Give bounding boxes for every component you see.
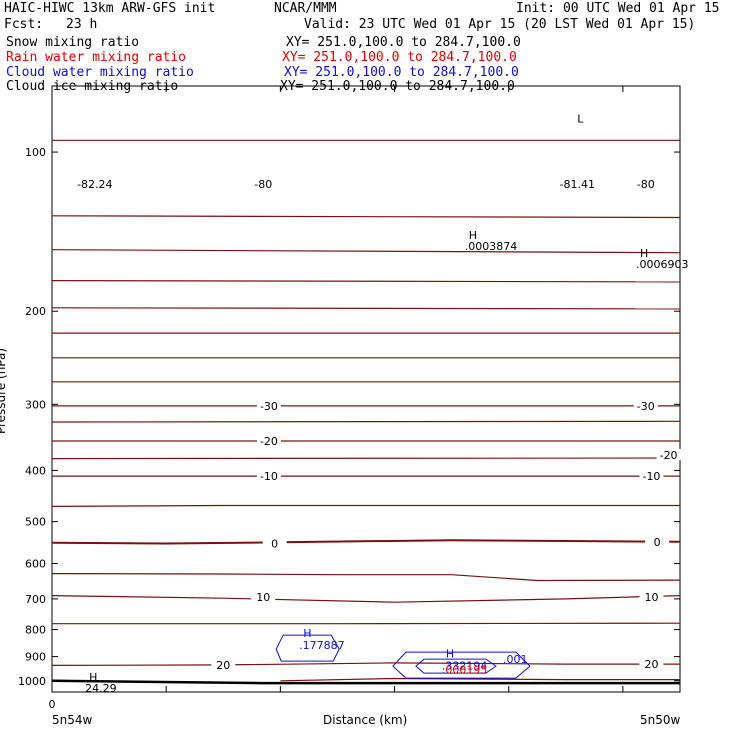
cloud-water-max-value: .332194 (442, 660, 488, 673)
contour-label: 10 (256, 591, 270, 604)
contour-label-bg (633, 399, 658, 411)
contour-label: -20 (260, 435, 278, 448)
contour-label-bg (211, 659, 236, 671)
contour-label-bg (256, 399, 281, 411)
field-rain-name: Rain water mixing ratio (6, 50, 187, 65)
isotherm-line (51, 539, 681, 545)
isotherm-line (51, 457, 681, 460)
y-tick-label: 800 (25, 624, 46, 637)
isotherm-line (51, 662, 680, 667)
field-snow-xy: XY= 251.0,100.0 to 284.7,100.0 (286, 35, 521, 50)
cloud-water-contour (275, 634, 340, 662)
contour-label: 0 (654, 536, 661, 549)
contour-label: -30 (260, 400, 278, 413)
contour-label-bg (256, 470, 281, 482)
contour-label: -81.41 (560, 178, 595, 191)
contour-label: 20 (216, 659, 230, 672)
contour-label: -80 (254, 178, 272, 191)
init-time: Init: 00 UTC Wed 01 Apr 15 (516, 1, 720, 16)
y-tick-label: 1000 (18, 675, 46, 688)
contour-label: -30 (637, 400, 655, 413)
y-tick-label: 100 (25, 146, 46, 159)
y-tick-label: 400 (25, 464, 46, 477)
isotherm-line (51, 249, 681, 254)
contour-label: 10 (644, 591, 658, 604)
isotherm-line (280, 677, 680, 682)
x-end-label-right: 5n50w (640, 713, 681, 727)
extremum-value: 24.29 (85, 682, 117, 695)
extremum-marker: L (577, 113, 584, 126)
fcst-value: 23 h (66, 17, 98, 32)
extremum-marker: H (640, 247, 648, 260)
fcst-label: Fcst: (4, 17, 44, 32)
extremum-value: .0003874 (465, 240, 518, 253)
x-axis-title: Distance (km) (323, 713, 408, 727)
rain-water-max-value: .000195 (442, 663, 488, 676)
temperature-contours (51, 139, 681, 685)
extremum-value: .0006903 (636, 258, 689, 271)
contour-label-bg (639, 658, 664, 670)
terrain-line (51, 679, 680, 685)
cloud-water-max-marker: H (303, 627, 311, 640)
isotherm-line (51, 215, 681, 219)
contour-label: 20 (644, 658, 658, 671)
extremum-marker: H (89, 671, 97, 684)
contour-label: 0 (271, 538, 278, 551)
contour-label-bg (639, 591, 664, 603)
contour-label-bg (633, 178, 658, 190)
y-tick-label: 200 (25, 305, 46, 318)
isotherm-line (51, 504, 680, 507)
contour-labels: -82.24 -80 -81.41 -80-30 -30-20-20-10 -100 010… (77, 113, 688, 695)
x-end-label-left: 5n54w (52, 713, 93, 727)
cloud-water-max-value: .177887 (299, 639, 345, 652)
contour-label: -80 (637, 178, 655, 191)
contour-label-bg (82, 178, 107, 190)
plot-frame (51, 85, 681, 693)
field-snow-name: Snow mixing ratio (6, 35, 140, 50)
contour-label: -82.24 (77, 178, 112, 191)
contour-label-bg (565, 178, 590, 190)
cloud-water-contour-label: .001 (503, 653, 528, 666)
model-title: HAIC-HIWC 13km ARW-GFS init (4, 1, 216, 16)
isotherm-line (51, 572, 681, 582)
x-tick-label: 0 (49, 698, 56, 711)
y-axis-title: Pressure (hPa) (0, 347, 9, 435)
isotherm-line (51, 307, 681, 310)
isotherm-line (52, 622, 681, 625)
contour-label-bg (256, 435, 281, 447)
y-tick-label: 900 (25, 651, 46, 664)
field-cloudwater-name: Cloud water mixing ratio (6, 65, 194, 80)
contour-label-bg (639, 470, 664, 482)
cloud-water-contour (415, 658, 497, 674)
contour-label: -10 (642, 470, 660, 483)
field-rain-xy: XY= 251.0,100.0 to 284.7,100.0 (282, 50, 517, 65)
y-tick-label: 700 (25, 593, 46, 606)
contour-label-bg (262, 537, 287, 549)
contour-label-bg (251, 178, 276, 190)
isotherm-line (51, 280, 681, 283)
extremum-marker: H (469, 229, 477, 242)
y-tick-label: 500 (25, 516, 46, 529)
cloud-water-max-marker: H (446, 648, 454, 661)
field-cloudwater-xy: XY= 251.0,100.0 to 284.7,100.0 (284, 65, 519, 80)
cloud-water-contour (392, 651, 531, 679)
org-label: NCAR/MMM (274, 1, 337, 16)
contour-label: -10 (260, 470, 278, 483)
contour-label: -20 (660, 449, 678, 462)
valid-time: Valid: 23 UTC Wed 01 Apr 15 (20 LST Wed … (304, 17, 696, 32)
y-tick-label: 600 (25, 557, 46, 570)
y-tick-label: 300 (25, 398, 46, 411)
isotherm-line (51, 420, 681, 423)
contour-label-bg (656, 448, 681, 460)
chart-frame (51, 85, 681, 693)
contour-label-bg (645, 535, 670, 547)
isotherm-line (51, 595, 681, 603)
contour-label-bg (251, 591, 276, 603)
